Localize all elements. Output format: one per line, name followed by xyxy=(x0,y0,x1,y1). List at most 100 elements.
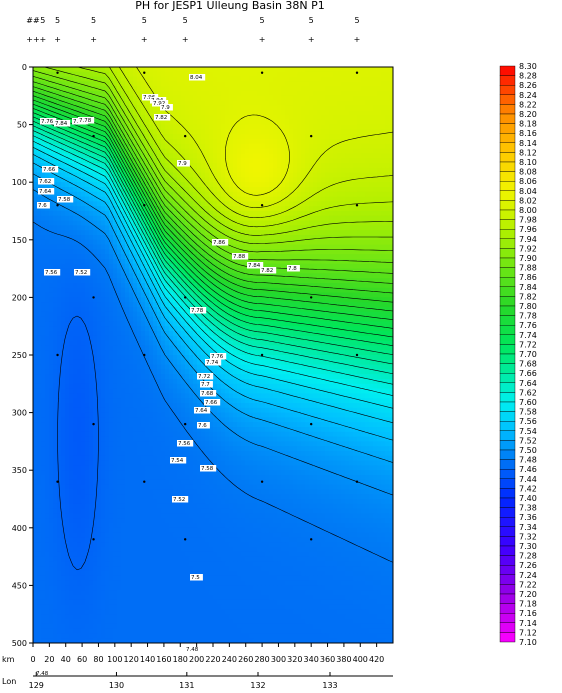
field-cell xyxy=(281,134,286,140)
field-cell xyxy=(329,307,334,313)
field-cell xyxy=(37,278,42,284)
field-cell xyxy=(317,316,322,322)
field-cell xyxy=(273,91,278,97)
field-cell xyxy=(221,86,226,92)
field-cell xyxy=(117,134,122,140)
field-cell xyxy=(341,129,346,135)
field-cell xyxy=(53,71,58,78)
field-cell xyxy=(169,263,174,270)
field-cell xyxy=(129,153,134,159)
field-cell xyxy=(69,105,74,111)
field-cell xyxy=(117,273,122,279)
field-cell xyxy=(385,100,390,106)
field-cell xyxy=(49,244,54,250)
field-cell xyxy=(213,220,218,226)
field-cell xyxy=(121,259,126,265)
field-cell xyxy=(169,211,174,217)
field-cell xyxy=(189,191,194,198)
field-cell xyxy=(373,158,378,164)
field-cell xyxy=(169,182,174,188)
field-cell xyxy=(185,259,190,265)
field-cell xyxy=(293,254,298,260)
field-cell xyxy=(37,134,42,140)
field-cell xyxy=(61,215,66,222)
field-cell xyxy=(209,191,214,198)
field-cell xyxy=(161,86,166,92)
field-cell xyxy=(281,158,286,164)
field-cell xyxy=(49,91,54,97)
field-cell xyxy=(377,67,382,73)
field-cell xyxy=(121,91,126,97)
field-cell xyxy=(85,311,90,318)
field-cell xyxy=(321,211,326,217)
field-cell xyxy=(221,67,226,73)
field-cell xyxy=(349,283,354,289)
field-cell xyxy=(357,148,362,154)
field-cell xyxy=(57,124,62,130)
field-cell xyxy=(317,153,322,159)
field-cell xyxy=(93,201,98,207)
field-cell xyxy=(221,95,226,102)
field-cell xyxy=(281,244,286,250)
field-cell xyxy=(85,235,90,241)
field-cell xyxy=(93,67,98,73)
field-cell xyxy=(189,110,194,116)
field-cell xyxy=(277,225,282,231)
field-cell xyxy=(313,163,318,169)
field-cell xyxy=(269,76,274,82)
field-cell xyxy=(89,278,94,284)
field-cell xyxy=(301,167,306,174)
field-cell xyxy=(333,100,338,106)
field-cell xyxy=(61,67,66,73)
field-cell xyxy=(69,211,74,217)
field-cell xyxy=(225,283,230,289)
field-cell xyxy=(325,153,330,159)
field-cell xyxy=(185,244,190,250)
field-cell xyxy=(333,148,338,154)
field-cell xyxy=(65,215,70,222)
field-cell xyxy=(229,230,234,236)
field-cell xyxy=(109,235,114,241)
field-cell xyxy=(357,201,362,207)
field-cell xyxy=(65,182,70,188)
field-cell xyxy=(325,143,330,150)
field-cell xyxy=(385,105,390,111)
field-cell xyxy=(125,81,130,87)
field-cell xyxy=(149,201,154,207)
field-cell xyxy=(313,187,318,193)
field-cell xyxy=(333,139,338,145)
field-cell xyxy=(353,292,358,298)
field-cell xyxy=(381,215,386,222)
field-cell xyxy=(289,215,294,222)
field-cell xyxy=(237,191,242,198)
field-cell xyxy=(329,206,334,212)
field-cell xyxy=(309,91,314,97)
field-cell xyxy=(329,86,334,92)
field-cell xyxy=(341,230,346,236)
field-cell xyxy=(241,110,246,116)
field-cell xyxy=(333,297,338,303)
field-cell xyxy=(101,249,106,255)
field-cell xyxy=(265,220,270,226)
field-cell xyxy=(353,220,358,226)
field-cell xyxy=(81,167,86,174)
field-cell xyxy=(57,172,62,178)
field-cell xyxy=(269,163,274,169)
field-cell xyxy=(385,115,390,121)
field-cell xyxy=(293,196,298,202)
field-cell xyxy=(217,129,222,135)
field-cell xyxy=(193,220,198,226)
field-cell xyxy=(101,76,106,82)
field-cell xyxy=(281,215,286,222)
field-cell xyxy=(49,124,54,130)
field-cell xyxy=(245,153,250,159)
field-cell xyxy=(109,321,114,327)
field-cell xyxy=(361,302,366,308)
field-cell xyxy=(201,182,206,188)
field-cell xyxy=(233,71,238,78)
field-cell xyxy=(337,249,342,255)
field-cell xyxy=(109,215,114,222)
field-cell xyxy=(105,287,110,294)
field-cell xyxy=(285,153,290,159)
field-cell xyxy=(93,110,98,116)
